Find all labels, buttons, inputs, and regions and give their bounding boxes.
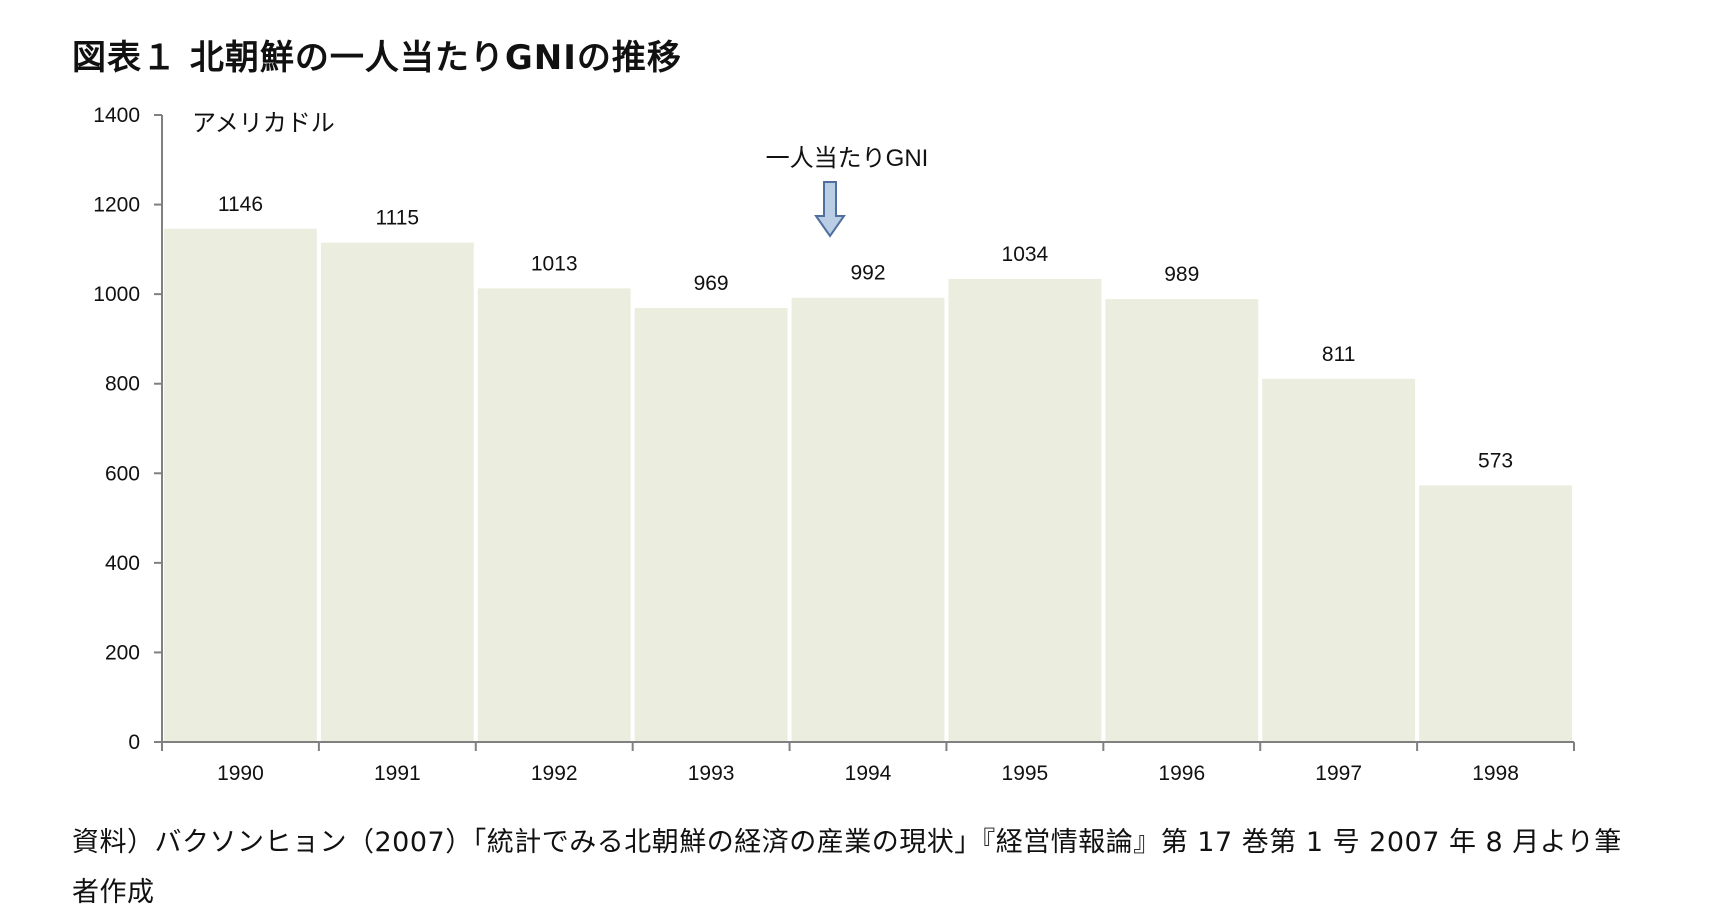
y-tick-label-800: 800 — [105, 373, 140, 396]
x-tick-label-1991: 1991 — [374, 762, 421, 785]
y-axis-unit-label: アメリカドル — [192, 110, 335, 137]
y-tick-label-1400: 1400 — [93, 104, 140, 127]
y-tick-label-600: 600 — [105, 462, 140, 485]
figure-title: 図表１ 北朝鮮の一人当たりGNIの推移 — [72, 38, 682, 78]
bar-1998 — [1419, 485, 1572, 742]
y-tick-label-400: 400 — [105, 552, 140, 575]
y-tick-label-1200: 1200 — [93, 194, 140, 217]
data-label-1995: 1034 — [1002, 243, 1049, 266]
bar-1997 — [1262, 378, 1416, 742]
x-tick-label-1990: 1990 — [217, 762, 264, 785]
data-label-1994: 992 — [850, 262, 885, 285]
data-label-1991: 1115 — [376, 207, 420, 230]
x-tick-label-1996: 1996 — [1158, 762, 1205, 785]
data-label-1990: 1146 — [218, 193, 263, 216]
down-arrow-icon — [814, 181, 846, 238]
y-tick-label-1000: 1000 — [93, 283, 140, 306]
data-label-1998: 573 — [1478, 449, 1513, 472]
bar-1994 — [791, 297, 945, 742]
bar-1993 — [634, 308, 788, 742]
x-tick-label-1994: 1994 — [845, 762, 892, 785]
y-tick-label-200: 200 — [105, 641, 140, 664]
bar-1996 — [1105, 299, 1259, 742]
bar-1992 — [477, 288, 631, 742]
data-label-1993: 969 — [694, 272, 729, 295]
series-annotation-label: 一人当たりGNI — [766, 145, 929, 172]
bars-group: 1146 1115 1013 969 992 1034 989 811 573 — [164, 193, 1572, 742]
axes-group: 1990 1991 1992 1993 1994 1995 1996 1997 1998 0 200… — [93, 104, 1575, 785]
y-tick-label-0: 0 — [128, 731, 140, 754]
bar-1995 — [948, 278, 1102, 742]
data-label-1992: 1013 — [531, 252, 578, 275]
source-note: 資料）バクソンヒョン（2007）「統計でみる北朝鮮の経済の産業の現状」『経営情報… — [72, 827, 1622, 908]
x-tick-label-1998: 1998 — [1472, 762, 1519, 785]
bar-1991 — [320, 242, 474, 742]
x-tick-label-1997: 1997 — [1315, 762, 1362, 785]
x-tick-label-1992: 1992 — [531, 762, 578, 785]
x-tick-label-1995: 1995 — [1002, 762, 1049, 785]
data-label-1996: 989 — [1164, 263, 1199, 286]
bar-1990 — [164, 228, 317, 742]
x-tick-label-1993: 1993 — [688, 762, 735, 785]
data-label-1997: 811 — [1322, 343, 1355, 366]
